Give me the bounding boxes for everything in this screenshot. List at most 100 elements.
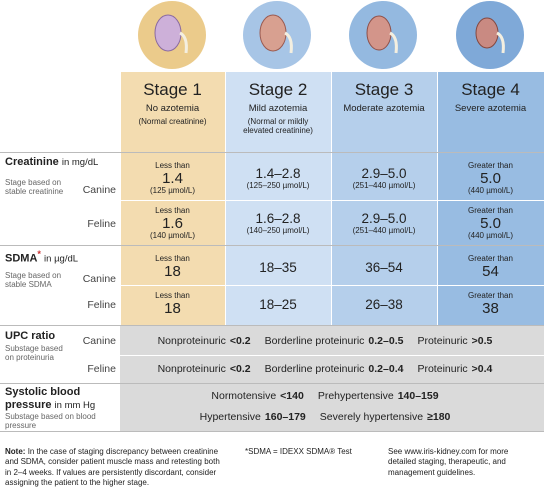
value: 5.0: [480, 169, 501, 187]
cell: Greater than 54: [437, 251, 544, 285]
range: (125 µmol/L): [149, 186, 196, 196]
title: Systolic blood pressure: [5, 386, 81, 412]
kidney: [154, 14, 188, 54]
gray-band: [120, 325, 544, 431]
value: 18–25: [259, 296, 297, 312]
stage-label: Substage based on proteinuria: [5, 344, 63, 363]
stage-name: Stage 3: [354, 80, 414, 99]
cell: 18–35: [225, 251, 331, 285]
value: 1.4: [162, 169, 183, 187]
cell: 2.9–5.0 (251–440 µmol/L): [331, 200, 437, 248]
value: 1.4–2.8: [255, 166, 301, 182]
stage-name: Stage 2: [248, 80, 308, 99]
section-title: Systolic blood pressure in mm Hg: [5, 386, 120, 412]
kidney: [366, 15, 398, 54]
stage-name: Stage 4: [461, 80, 520, 99]
marker: *: [37, 249, 41, 259]
note-label: Note:: [5, 447, 26, 456]
prefix: Greater than: [468, 291, 513, 301]
stage-label: Substage based on blood pressure: [5, 412, 96, 431]
item-label: Borderline proteinuric: [264, 335, 365, 347]
range: (140 µmol/L): [149, 231, 196, 241]
item-label: Nonproteinuric: [157, 363, 226, 375]
stage-name: Stage 1: [143, 80, 202, 99]
stage-description: Moderate azotemia: [343, 103, 425, 114]
species: Canine: [82, 273, 116, 285]
cell: 36–54: [331, 251, 437, 285]
cell: Greater than 38: [437, 285, 544, 325]
item-value: 0.2–0.4: [368, 363, 404, 375]
separator: [0, 245, 544, 246]
value: 1.6–2.8: [255, 211, 301, 227]
value: 18: [164, 300, 181, 318]
range: (251–440 µmol/L): [352, 181, 416, 191]
item-label: Proteinuric: [417, 335, 468, 347]
stage-label: Stage based on stable creatinine: [5, 178, 64, 197]
kidney: [475, 17, 505, 54]
cell: Less than 18: [120, 251, 225, 285]
range: (140–250 µmol/L): [246, 226, 310, 236]
value: 54: [482, 263, 499, 281]
column-bg: [120, 72, 225, 325]
reference: See www.iris-kidney.com for more detaile…: [388, 447, 509, 477]
note-text: In the case of staging discrepancy betwe…: [5, 447, 220, 488]
separator: [0, 325, 544, 326]
title: SDMA: [5, 252, 38, 265]
cell: Greater than 5.0 (440 µmol/L): [437, 158, 544, 200]
item-value: 0.2–0.5: [368, 335, 404, 347]
value: 38: [482, 300, 499, 318]
prefix: Less than: [155, 254, 190, 264]
cell: Less than 1.4 (125 µmol/L): [120, 158, 225, 200]
unit: in mg/dL: [61, 157, 99, 168]
unit: in µg/dL: [44, 253, 79, 265]
item-value: >0.4: [471, 363, 493, 375]
species: Feline: [87, 299, 116, 311]
stage-note: (Normal creatinine): [138, 117, 207, 126]
section-title: Creatinine in mg/dL: [5, 156, 120, 169]
value: 36–54: [365, 259, 403, 275]
prefix: Less than: [155, 291, 190, 301]
row: Normotensive <140 Prehypertensive 140–159: [120, 386, 544, 406]
cell: 1.4–2.8 (125–250 µmol/L): [225, 158, 331, 200]
cell: 2.9–5.0 (251–440 µmol/L): [331, 158, 437, 200]
item-value: <140: [280, 390, 304, 402]
item-label: Severely hypertensive: [319, 411, 424, 423]
section-title: UPC ratio: [5, 330, 56, 342]
separator: [0, 383, 544, 384]
item-label: Borderline proteinuric: [264, 363, 365, 375]
item-value: ≥180: [427, 411, 451, 423]
value: 5.0: [480, 214, 501, 232]
item-label: Proteinuric: [417, 363, 468, 375]
cell: Less than 1.6 (140 µmol/L): [120, 200, 225, 248]
stage-note: (Normal or mildly elevated creatinine): [243, 117, 313, 136]
separator: [120, 285, 544, 286]
unit: in mm Hg: [54, 400, 96, 412]
value: 1.6: [162, 214, 183, 232]
range: (440 µmol/L): [467, 231, 514, 241]
item-value: <0.2: [229, 363, 251, 375]
item-value: <0.2: [229, 335, 251, 347]
species: Canine: [82, 184, 116, 196]
row: Nonproteinuric <0.2 Borderline proteinuric…: [120, 355, 544, 383]
value: 2.9–5.0: [361, 166, 407, 182]
stage-description: Mild azotemia: [248, 103, 308, 114]
cell: Greater than 5.0 (440 µmol/L): [437, 200, 544, 248]
prefix: Less than: [155, 205, 190, 215]
section-title: SDMA* in µg/dL: [5, 249, 120, 266]
cell: 26–38: [331, 285, 437, 325]
range: (440 µmol/L): [467, 186, 514, 196]
value: 18–35: [259, 259, 297, 275]
separator: [120, 355, 544, 356]
value: 18: [164, 263, 181, 281]
prefix: Greater than: [468, 254, 513, 264]
item-value: 160–179: [264, 411, 306, 423]
cell: 1.6–2.8 (140–250 µmol/L): [225, 200, 331, 248]
note: Note: In the case of staging discrepancy…: [5, 447, 220, 489]
prefix: Less than: [155, 160, 190, 170]
species: Feline: [87, 218, 116, 230]
item-label: Hypertensive: [199, 411, 261, 423]
cell: Less than 18: [120, 285, 225, 325]
separator: [120, 200, 544, 201]
item-value: 140–159: [397, 390, 439, 402]
